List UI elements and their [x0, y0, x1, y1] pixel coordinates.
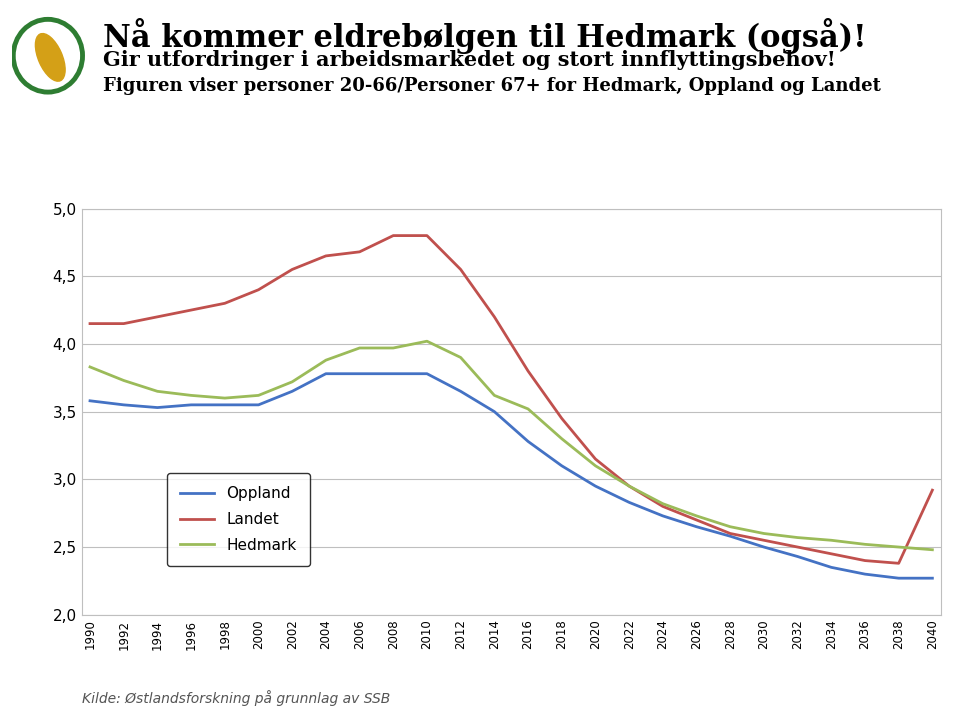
Landet — [489, 313, 500, 321]
Landet — [758, 536, 770, 544]
Oppland — [556, 462, 567, 470]
Landet — [893, 559, 904, 567]
Landet — [623, 482, 635, 490]
Landet — [118, 319, 130, 328]
Hedmark — [758, 529, 770, 538]
Text: Kilde: Østlandsforskning på grunnlag av SSB: Kilde: Østlandsforskning på grunnlag av … — [82, 690, 390, 706]
Hedmark — [489, 391, 500, 400]
Hedmark — [826, 536, 837, 544]
Landet — [691, 516, 703, 524]
Legend: Oppland, Landet, Hedmark: Oppland, Landet, Hedmark — [167, 472, 310, 567]
Oppland — [623, 498, 635, 507]
Oppland — [421, 370, 433, 378]
Hedmark — [185, 391, 197, 400]
Oppland — [388, 370, 399, 378]
Oppland — [118, 400, 130, 409]
Oppland — [589, 482, 601, 490]
Landet — [792, 543, 804, 551]
Landet — [252, 285, 264, 294]
Hedmark — [286, 377, 298, 386]
Oppland — [84, 396, 96, 405]
Hedmark — [859, 540, 871, 549]
Hedmark — [691, 512, 703, 521]
Oppland — [926, 574, 938, 582]
Oppland — [758, 543, 770, 551]
Hedmark — [219, 394, 230, 403]
Oppland — [219, 400, 230, 409]
Hedmark — [388, 344, 399, 352]
Oppland — [354, 370, 366, 378]
Landet — [556, 414, 567, 423]
Landet — [152, 313, 163, 321]
Landet — [84, 319, 96, 328]
Oppland — [286, 387, 298, 395]
Oppland — [826, 563, 837, 572]
Oppland — [893, 574, 904, 582]
Text: Nå kommer eldrebølgen til Hedmark (også)!: Nå kommer eldrebølgen til Hedmark (også)… — [103, 18, 866, 54]
Oppland — [657, 512, 668, 521]
Landet — [388, 232, 399, 240]
Line: Landet: Landet — [90, 236, 932, 563]
Landet — [185, 306, 197, 314]
Landet — [320, 252, 331, 260]
Text: Gir utfordringer i arbeidsmarkedet og stort innflyttingsbehov!: Gir utfordringer i arbeidsmarkedet og st… — [103, 50, 835, 70]
Oppland — [489, 408, 500, 416]
Oppland — [455, 387, 467, 395]
Hedmark — [84, 362, 96, 371]
Landet — [455, 265, 467, 274]
Hedmark — [320, 356, 331, 365]
Oppland — [792, 552, 804, 561]
Hedmark — [455, 353, 467, 362]
Text: Figuren viser personer 20-66/Personer 67+ for Hedmark, Oppland og Landet: Figuren viser personer 20-66/Personer 67… — [103, 77, 880, 95]
Oppland — [152, 403, 163, 412]
Landet — [286, 265, 298, 274]
Oppland — [859, 569, 871, 578]
Landet — [826, 549, 837, 558]
Landet — [926, 486, 938, 495]
Oppland — [320, 370, 331, 378]
Landet — [657, 502, 668, 510]
Landet — [219, 299, 230, 308]
Hedmark — [589, 462, 601, 470]
Hedmark — [152, 387, 163, 395]
Hedmark — [522, 405, 534, 413]
Landet — [725, 529, 736, 538]
Hedmark — [792, 533, 804, 542]
Line: Oppland: Oppland — [90, 374, 932, 578]
Hedmark — [118, 376, 130, 385]
Landet — [421, 232, 433, 240]
Hedmark — [657, 500, 668, 508]
Oppland — [252, 400, 264, 409]
Oppland — [522, 437, 534, 446]
Oppland — [185, 400, 197, 409]
Oppland — [725, 532, 736, 541]
Landet — [589, 454, 601, 463]
Hedmark — [893, 543, 904, 551]
Ellipse shape — [36, 34, 65, 81]
Hedmark — [623, 482, 635, 490]
Hedmark — [252, 391, 264, 400]
Hedmark — [354, 344, 366, 352]
Line: Hedmark: Hedmark — [90, 342, 932, 550]
Landet — [522, 367, 534, 375]
Landet — [354, 247, 366, 256]
Hedmark — [725, 523, 736, 531]
Oppland — [691, 523, 703, 531]
Landet — [859, 557, 871, 565]
Hedmark — [926, 546, 938, 554]
Hedmark — [556, 434, 567, 443]
Hedmark — [421, 337, 433, 346]
